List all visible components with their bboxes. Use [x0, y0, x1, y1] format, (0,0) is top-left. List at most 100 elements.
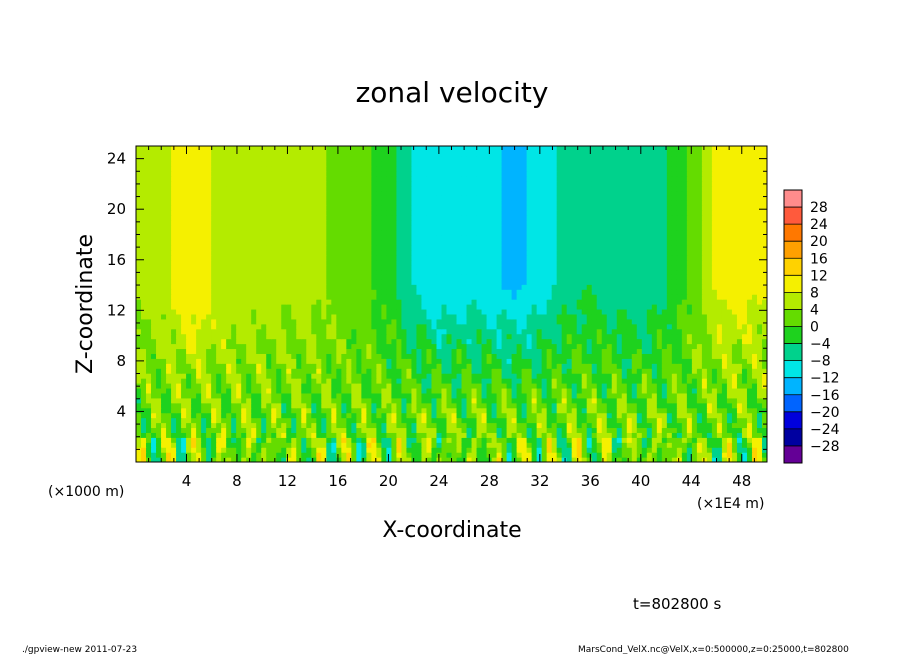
- heatmap-cell: [721, 279, 728, 285]
- heatmap-cell: [591, 437, 598, 443]
- heatmap-cell: [441, 427, 448, 433]
- heatmap-cell: [491, 397, 498, 404]
- heatmap-cell: [136, 353, 142, 359]
- heatmap-cell: [151, 274, 157, 280]
- heatmap-cell: [176, 363, 182, 369]
- heatmap-cell: [426, 378, 433, 384]
- heatmap-cell: [156, 323, 162, 330]
- heatmap-cell: [301, 378, 307, 384]
- heatmap-cell: [761, 452, 767, 458]
- heatmap-cell: [696, 308, 703, 315]
- heatmap-cell: [346, 284, 352, 290]
- heatmap-cell: [651, 328, 658, 335]
- heatmap-cell: [656, 457, 663, 462]
- heatmap-cell: [291, 447, 297, 453]
- heatmap-cell: [646, 447, 653, 453]
- heatmap-cell: [181, 373, 187, 379]
- heatmap-cell: [681, 392, 688, 399]
- heatmap-cell: [541, 284, 548, 290]
- heatmap-cell: [706, 397, 713, 404]
- heatmap-cell: [226, 328, 232, 335]
- heatmap-cell: [406, 289, 413, 295]
- heatmap-cell: [431, 397, 438, 404]
- heatmap-cell: [671, 323, 678, 330]
- heatmap-cell: [321, 417, 327, 424]
- heatmap-cell: [276, 294, 282, 300]
- heatmap-cell: [681, 348, 688, 354]
- heatmap-cell: [601, 348, 608, 354]
- heatmap-cell: [481, 373, 488, 379]
- heatmap-cell: [501, 383, 508, 389]
- heatmap-cell: [291, 432, 297, 438]
- heatmap-cell: [246, 333, 252, 340]
- heatmap-cell: [286, 407, 292, 414]
- heatmap-cell: [296, 269, 302, 275]
- heatmap-cell: [576, 294, 583, 300]
- heatmap-cell: [336, 417, 342, 424]
- heatmap-cell: [406, 338, 413, 345]
- heatmap-cell: [356, 279, 362, 285]
- heatmap-cell: [381, 432, 387, 438]
- heatmap-cell: [576, 373, 583, 379]
- heatmap-cell: [496, 333, 503, 340]
- heatmap-cell: [546, 368, 553, 374]
- heatmap-cell: [691, 353, 698, 359]
- heatmap-cell: [321, 427, 327, 433]
- heatmap-cell: [246, 373, 252, 379]
- heatmap-cell: [756, 363, 763, 369]
- heatmap-cell: [461, 427, 468, 433]
- heatmap-cell: [691, 427, 698, 433]
- heatmap-cell: [751, 387, 758, 394]
- heatmap-cell: [526, 457, 533, 462]
- heatmap-cell: [366, 427, 372, 433]
- heatmap-cell: [331, 328, 337, 335]
- heatmap-cell: [321, 412, 327, 419]
- heatmap-cell: [626, 269, 633, 275]
- heatmap-cell: [501, 333, 508, 340]
- heatmap-cell: [356, 417, 362, 424]
- heatmap-cell: [516, 348, 523, 354]
- heatmap-cell: [361, 299, 367, 305]
- heatmap-cell: [236, 308, 242, 315]
- heatmap-cell: [366, 373, 372, 379]
- heatmap-cell: [371, 318, 377, 325]
- heatmap-cell: [181, 378, 187, 384]
- heatmap-cell: [431, 407, 438, 414]
- heatmap-cell: [676, 313, 683, 320]
- heatmap-cell: [671, 392, 678, 399]
- heatmap-cell: [671, 358, 678, 364]
- heatmap-cell: [351, 422, 357, 429]
- heatmap-cell: [291, 279, 297, 285]
- heatmap-cell: [631, 407, 638, 414]
- heatmap-cell: [246, 264, 252, 271]
- heatmap-cell: [496, 412, 503, 419]
- heatmap-cell: [491, 343, 498, 350]
- heatmap-cell: [256, 407, 262, 414]
- heatmap-cell: [556, 397, 563, 404]
- heatmap-cell: [321, 368, 327, 374]
- heatmap-cell: [701, 387, 708, 394]
- heatmap-cell: [651, 338, 658, 345]
- heatmap-cell: [536, 392, 543, 399]
- heatmap-cell: [221, 284, 227, 290]
- heatmap-cell: [466, 397, 473, 404]
- heatmap-cell: [181, 422, 187, 429]
- heatmap-cell: [246, 269, 252, 275]
- heatmap-cell: [406, 299, 413, 305]
- heatmap-cell: [306, 442, 312, 448]
- heatmap-cell: [201, 437, 207, 443]
- heatmap-cell: [671, 417, 678, 424]
- heatmap-cell: [631, 328, 638, 335]
- heatmap-cell: [256, 264, 262, 271]
- heatmap-cell: [346, 328, 352, 335]
- heatmap-cell: [151, 318, 157, 325]
- heatmap-cell: [276, 358, 282, 364]
- heatmap-cell: [496, 392, 503, 399]
- heatmap-cell: [741, 412, 748, 419]
- heatmap-cell: [721, 313, 728, 320]
- heatmap-cell: [156, 269, 162, 275]
- heatmap-cell: [396, 323, 403, 330]
- heatmap-cell: [476, 437, 483, 443]
- heatmap-cell: [311, 304, 317, 310]
- heatmap-cell: [311, 274, 317, 280]
